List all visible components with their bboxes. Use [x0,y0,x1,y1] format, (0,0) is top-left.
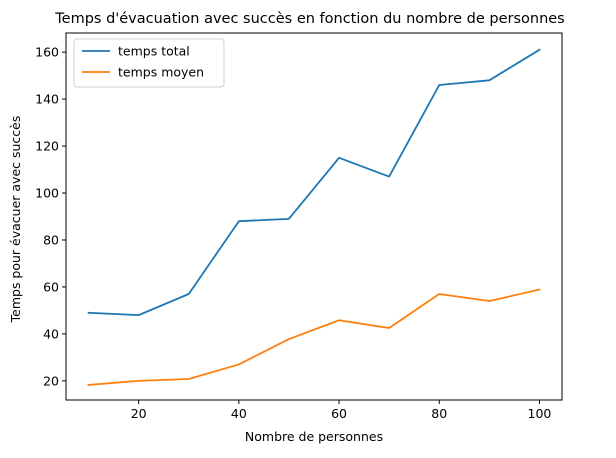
x-tick-label: 60 [331,406,347,421]
y-tick-label: 120 [35,139,59,154]
x-tick-label: 40 [231,406,247,421]
series-line-2 [87,288,541,386]
axes: 20 40 60 80 100 20 40 60 80 100 120 140 160 [35,32,563,421]
y-tick-label: 60 [43,279,59,294]
y-tick-label: 160 [35,45,59,60]
y-tick-label: 80 [43,232,59,247]
plot-area [87,48,541,386]
y-tick-label: 20 [43,373,59,388]
x-axis-label: Nombre de personnes [245,429,383,444]
x-tick-label: 100 [528,406,552,421]
x-tick-label: 20 [131,406,147,421]
y-tick-label: 100 [35,186,59,201]
series-line-1 [87,48,541,317]
chart-title: Temps d'évacuation avec succès en foncti… [54,11,564,27]
x-tick-label: 80 [431,406,447,421]
y-tick-label: 40 [43,326,59,341]
legend-box [73,38,225,88]
legend-label-1: temps total [118,44,190,59]
axes-frame [65,32,563,401]
legend-label-2: temps moyen [118,65,204,80]
y-axis-label: Temps pour évacuer avec succès [8,116,23,324]
y-tick-label: 140 [35,92,59,107]
legend: temps total temps moyen [73,38,225,88]
